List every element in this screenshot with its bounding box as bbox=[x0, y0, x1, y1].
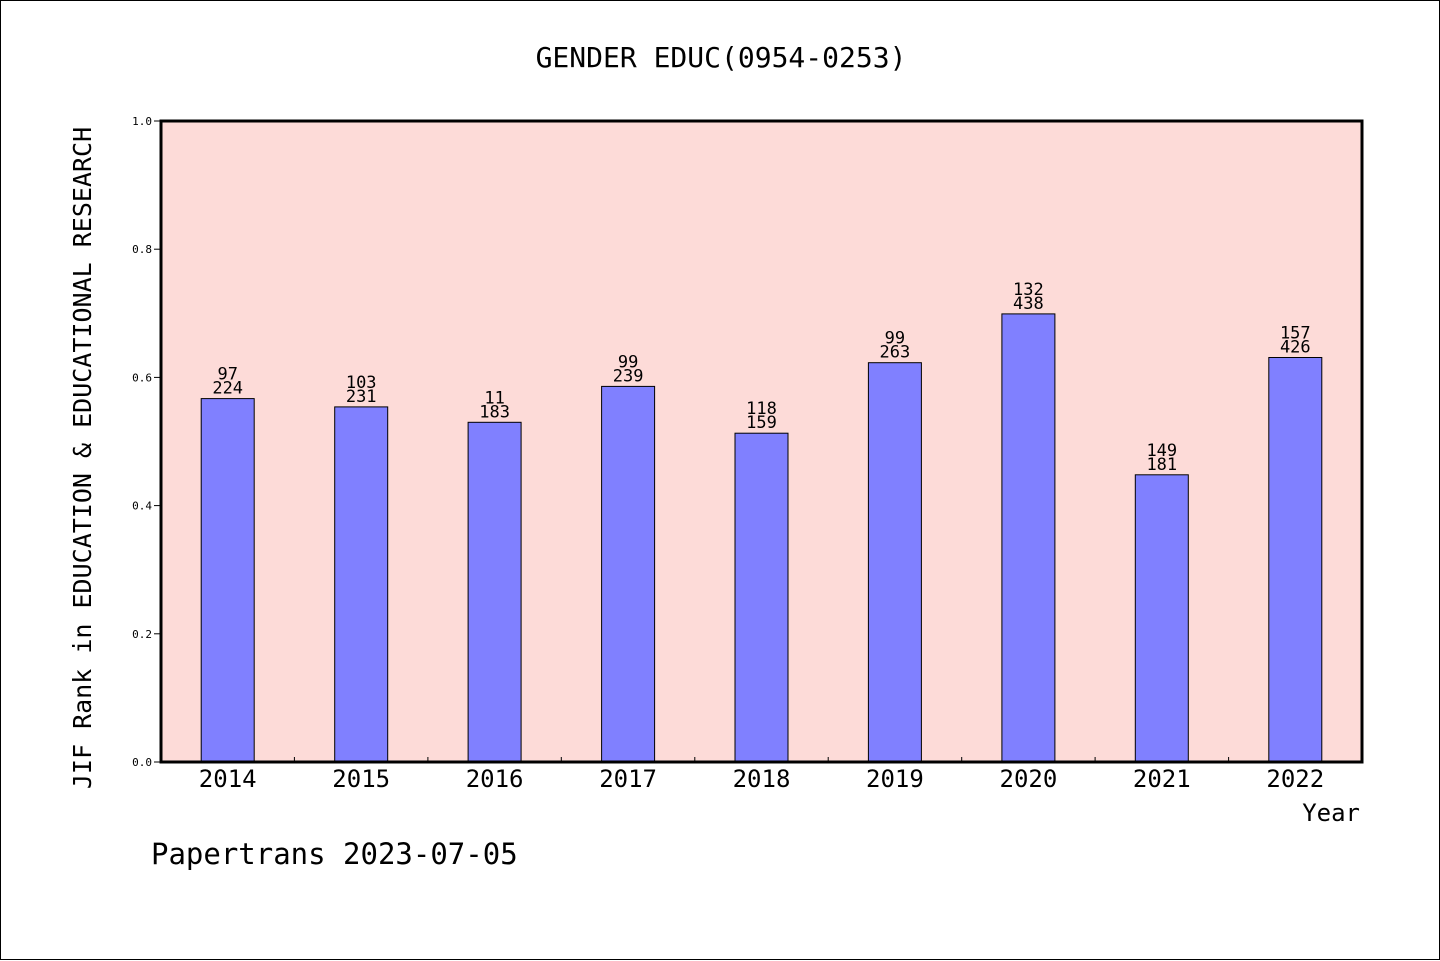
data-label-total-2017: 239 bbox=[613, 366, 644, 386]
x-axis: 2014 2015 2016 2017 2018 2019 2020 2021 2022 bbox=[199, 757, 1324, 793]
x-tick-label-2015: 2015 bbox=[332, 765, 390, 793]
data-label-rank-2016: 11 bbox=[484, 388, 504, 408]
data-label-total-2019: 263 bbox=[880, 343, 911, 363]
x-tick-label-2021: 2021 bbox=[1133, 765, 1191, 793]
bar-2015 bbox=[334, 406, 389, 763]
plot-border bbox=[159, 119, 1364, 764]
x-tick-label-2018: 2018 bbox=[733, 765, 791, 793]
data-label-rank-2020: 132 bbox=[1013, 280, 1044, 300]
data-label-rank-2021: 149 bbox=[1146, 441, 1177, 461]
data-label-total-2014: 224 bbox=[212, 379, 243, 399]
bar-2014 bbox=[200, 398, 255, 763]
footer-credit: Papertrans 2023-07-05 bbox=[151, 837, 518, 871]
bar-2022 bbox=[1268, 357, 1323, 763]
x-tick-label-2017: 2017 bbox=[599, 765, 657, 793]
x-tick-label-2019: 2019 bbox=[866, 765, 924, 793]
y-tick-label-0.4: 0.4 bbox=[132, 500, 152, 513]
bar-2020 bbox=[1001, 313, 1056, 763]
data-label-rank-2017: 99 bbox=[618, 352, 638, 372]
x-tick-label-2020: 2020 bbox=[1000, 765, 1058, 793]
y-axis-label: JIF Rank in EDUCATION & EDUCATIONAL RESE… bbox=[68, 127, 97, 789]
y-tick-label-0.2: 0.2 bbox=[132, 628, 152, 641]
data-label-rank-2015: 103 bbox=[346, 373, 377, 393]
x-tick-label-2014: 2014 bbox=[199, 765, 257, 793]
bar-2019 bbox=[867, 362, 922, 763]
data-label-total-2016: 183 bbox=[479, 402, 510, 422]
x-tick-label-2016: 2016 bbox=[466, 765, 524, 793]
data-label-total-2015: 231 bbox=[346, 387, 377, 407]
data-label-total-2021: 181 bbox=[1146, 455, 1177, 475]
bars-layer bbox=[200, 313, 1323, 763]
y-tick-label-0.6: 0.6 bbox=[132, 371, 152, 384]
data-label-total-2018: 159 bbox=[746, 413, 777, 433]
bar-2018 bbox=[734, 432, 789, 763]
x-tick-label-2022: 2022 bbox=[1266, 765, 1324, 793]
bar-2017 bbox=[601, 385, 656, 763]
data-label-rank-2022: 157 bbox=[1280, 324, 1311, 344]
y-axis: 0.0 0.2 0.4 0.6 0.8 1.0 bbox=[132, 115, 161, 769]
data-label-total-2020: 438 bbox=[1013, 294, 1044, 314]
chart-title: GENDER EDUC(0954-0253) bbox=[536, 41, 907, 74]
y-tick-label-0.0: 0.0 bbox=[132, 756, 152, 769]
data-label-rank-2014: 97 bbox=[217, 365, 237, 385]
y-tick-label-1.0: 1.0 bbox=[132, 115, 152, 128]
bar-2021 bbox=[1134, 474, 1189, 763]
x-axis-label: Year bbox=[1302, 799, 1360, 827]
data-label-rank-2018: 118 bbox=[746, 399, 777, 419]
data-label-total-2022: 426 bbox=[1280, 338, 1311, 358]
bar-2016 bbox=[467, 421, 522, 763]
data-label-rank-2019: 99 bbox=[885, 329, 905, 349]
y-tick-label-0.8: 0.8 bbox=[132, 243, 152, 256]
